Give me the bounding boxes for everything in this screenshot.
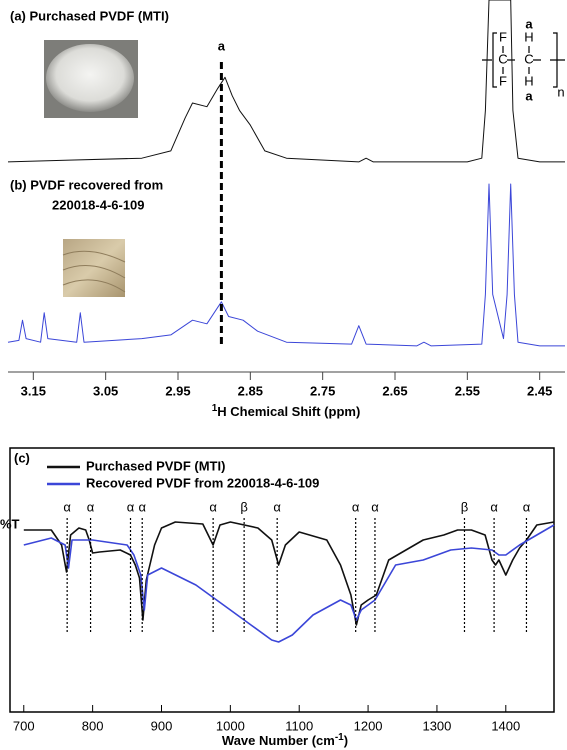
x-tick-label: 800 (82, 718, 104, 733)
spectrum-line (7, 183, 565, 347)
x-tick-label: 2.85 (238, 383, 263, 398)
panel-label: 220018-4-6-109 (52, 197, 145, 212)
peak-label: β (461, 499, 468, 514)
peak-label: α (127, 499, 135, 514)
spectrum-line (7, 0, 565, 163)
legend-label: Recovered PVDF from 220018-4-6-109 (86, 475, 319, 490)
film-texture (62, 250, 126, 293)
peak-label: α (87, 499, 95, 514)
x-tick-label: 1100 (285, 718, 313, 733)
structure-label: C (498, 51, 507, 66)
peak-label: α (371, 499, 379, 514)
x-axis-label: 1H Chemical Shift (ppm) (212, 403, 361, 420)
x-tick-label: 2.75 (310, 383, 335, 398)
peak-label: β (240, 499, 247, 514)
peak-label: α (138, 499, 146, 514)
peak-label: α (352, 499, 360, 514)
peak-label: α (209, 499, 217, 514)
x-tick-label: 3.15 (21, 383, 46, 398)
x-tick-label: 2.45 (527, 383, 552, 398)
structure-label: H (524, 29, 533, 44)
panel-label: (c) (14, 450, 30, 465)
structure-label: C (524, 51, 533, 66)
x-tick-label: 2.95 (165, 383, 190, 398)
x-tick-label: 3.05 (93, 383, 118, 398)
film-photo (63, 239, 125, 297)
structure-label: a (525, 88, 533, 103)
x-tick-label: 2.55 (455, 383, 480, 398)
x-tick-label: 1200 (354, 718, 383, 733)
label-part: H Chemical Shift (ppm) (217, 404, 360, 419)
structure-label: a (525, 16, 533, 31)
label-part: -1 (335, 732, 344, 743)
peak-label: α (63, 499, 71, 514)
panel-label: (a) Purchased PVDF (MTI) (10, 8, 169, 23)
structure-label: F (499, 73, 507, 88)
structure-label: F (499, 29, 507, 44)
plot-frame (9, 447, 555, 713)
x-tick-label: 900 (151, 718, 173, 733)
peak-label: α (523, 499, 531, 514)
panel-label: (b) PVDF recovered from (10, 177, 163, 192)
x-tick-label: 2.65 (382, 383, 407, 398)
structure-label: n (557, 84, 564, 99)
peak-label: α (490, 499, 498, 514)
legend-label: Purchased PVDF (MTI) (86, 458, 225, 473)
x-tick-label: 1400 (491, 718, 520, 733)
y-axis-label: %T (0, 516, 20, 531)
powder-pile (46, 44, 134, 112)
x-tick-label: 700 (13, 718, 35, 733)
label-part: 1 (212, 403, 218, 414)
peak-label: α (273, 499, 281, 514)
spectrum-line (23, 521, 555, 626)
spectrum-line (23, 524, 555, 643)
label-part: ) (344, 733, 348, 748)
x-tick-label: 1300 (422, 718, 451, 733)
peak-marker-label: a (218, 38, 226, 53)
label-part: Wave Number (cm (222, 733, 335, 748)
structure-label: H (524, 73, 533, 88)
x-axis-label: Wave Number (cm-1) (222, 732, 348, 749)
x-tick-label: 1000 (216, 718, 245, 733)
